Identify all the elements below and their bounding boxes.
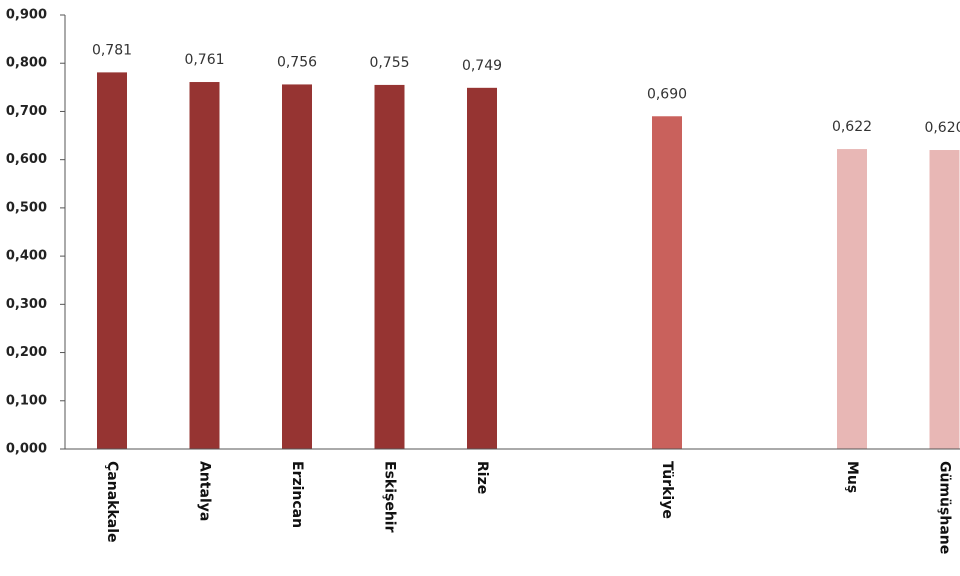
y-tick-label: 0,500 [6,200,47,215]
data-label: 0,781 [92,42,132,58]
y-tick-label: 0,000 [6,442,47,457]
x-tick-label: Erzincan [289,461,305,528]
y-tick-label: 0,800 [6,56,47,71]
data-label: 0,749 [462,58,502,74]
y-tick-label: 0,100 [6,393,47,408]
bar [374,84,405,449]
data-label: 0,620 [924,120,960,136]
y-tick-label: 0,700 [6,104,47,119]
bar [837,149,867,449]
bar [652,116,682,450]
y-tick-label: 0,400 [6,249,47,264]
data-label: 0,622 [832,119,872,135]
data-label: 0,755 [369,55,409,71]
bar [189,82,220,449]
data-label: 0,690 [647,86,687,102]
data-label: 0,756 [277,54,317,70]
x-tick-label: Türkiye [659,461,675,519]
y-tick-label: 0,600 [6,152,47,167]
bar [467,87,497,449]
x-tick-label: Gümüşhane [937,461,953,554]
y-tick-label: 0,200 [6,345,47,360]
bar [929,150,960,449]
x-tick-label: Eskişehir [382,461,398,533]
y-tick-label: 0,300 [6,297,47,312]
bar [282,84,312,449]
x-tick-label: Antalya [197,461,213,521]
bar [97,72,127,449]
data-label: 0,761 [184,52,224,68]
x-tick-label: Muş [844,461,860,493]
x-tick-label: Çanakkale [104,461,120,543]
y-tick-label: 0,900 [6,8,47,23]
x-tick-label: Rize [474,461,490,494]
